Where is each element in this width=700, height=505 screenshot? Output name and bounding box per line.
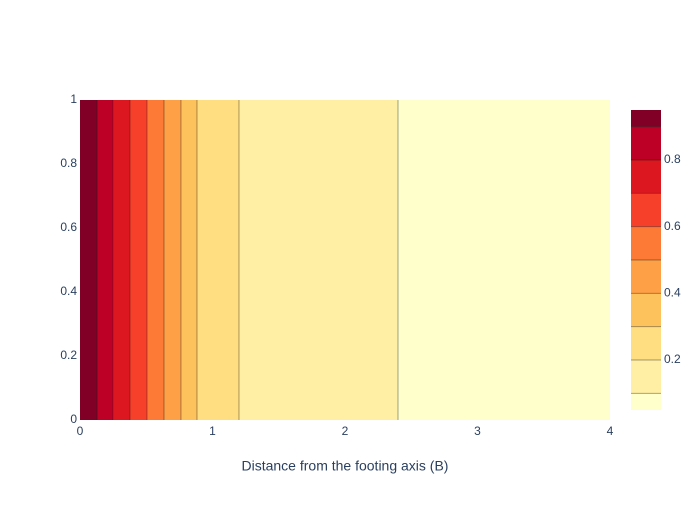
contour-band xyxy=(196,100,239,420)
contour-band xyxy=(113,100,130,420)
colorbar-tick-label: 0.4 xyxy=(664,286,681,300)
contour-band xyxy=(398,100,610,420)
x-axis-title: Distance from the footing axis (B) xyxy=(242,458,449,474)
colorbar-band xyxy=(631,126,661,160)
colorbar-band xyxy=(631,260,661,294)
colorbar-band xyxy=(631,110,661,127)
contour-band xyxy=(96,100,114,420)
x-tick-label: 3 xyxy=(474,424,481,438)
colorbar-band xyxy=(631,393,661,410)
contour-band xyxy=(239,100,398,420)
contour-band xyxy=(129,100,148,420)
y-tick-label: 0.6 xyxy=(60,220,77,234)
y-tick-label: 0.8 xyxy=(60,156,77,170)
colorbar-band xyxy=(631,226,661,260)
x-tick-label: 2 xyxy=(342,424,349,438)
contour-band xyxy=(147,100,165,420)
contour-band xyxy=(164,100,181,420)
colorbar-band xyxy=(631,293,661,327)
colorbar-band xyxy=(631,326,661,360)
contour-band xyxy=(80,100,97,420)
x-tick-label: 4 xyxy=(607,424,614,438)
x-tick-label: 1 xyxy=(209,424,216,438)
contour-band xyxy=(180,100,197,420)
y-tick-label: 0.2 xyxy=(60,348,77,362)
y-tick-label: 1 xyxy=(70,92,77,106)
y-tick-label: 0.4 xyxy=(60,284,77,298)
colorbar-tick-label: 0.6 xyxy=(664,219,681,233)
colorbar-tick-label: 0.8 xyxy=(664,152,681,166)
colorbar-band xyxy=(631,360,661,394)
x-tick-label: 0 xyxy=(77,424,84,438)
y-tick-label: 0 xyxy=(70,412,77,426)
colorbar-band xyxy=(631,160,661,194)
colorbar-tick-label: 0.2 xyxy=(664,352,681,366)
colorbar-band xyxy=(631,193,661,227)
